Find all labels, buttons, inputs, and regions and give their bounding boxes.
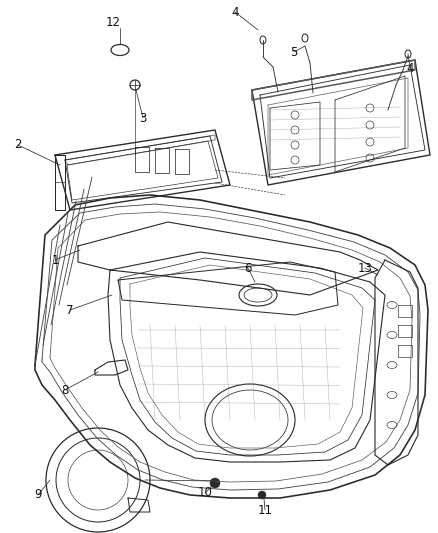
Text: 6: 6 <box>244 262 252 274</box>
Text: 8: 8 <box>61 384 69 397</box>
Text: 4: 4 <box>231 5 239 19</box>
Text: 3: 3 <box>139 111 147 125</box>
Text: 2: 2 <box>14 139 22 151</box>
Text: 10: 10 <box>198 487 212 499</box>
Text: 1: 1 <box>51 254 59 266</box>
Circle shape <box>258 491 266 499</box>
Text: 9: 9 <box>34 489 42 502</box>
Text: 4: 4 <box>406 61 414 75</box>
Circle shape <box>210 478 220 488</box>
Text: 12: 12 <box>106 15 120 28</box>
Text: 11: 11 <box>258 504 272 516</box>
Text: 5: 5 <box>290 45 298 59</box>
Text: 13: 13 <box>357 262 372 274</box>
Text: 7: 7 <box>66 303 74 317</box>
